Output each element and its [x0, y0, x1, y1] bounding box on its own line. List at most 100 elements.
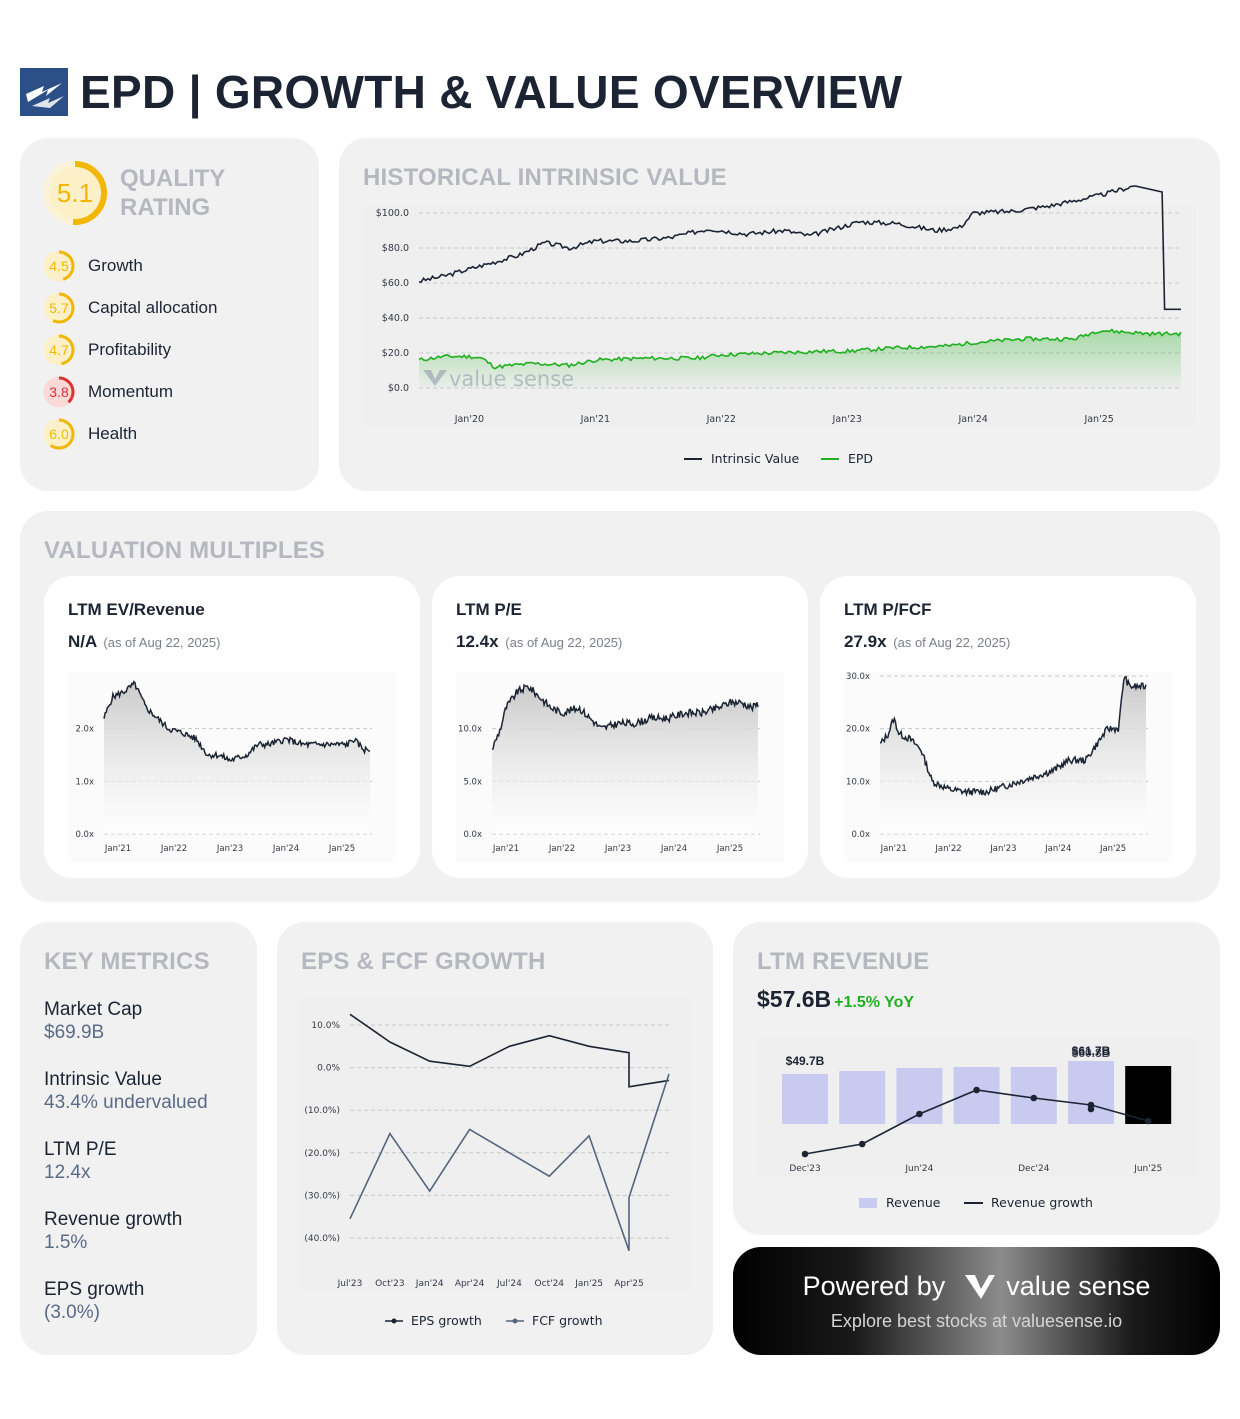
y-tick-label: $60.0	[382, 278, 409, 289]
fcf-growth-line	[349, 1073, 670, 1252]
x-tick-label: Jan'23	[989, 844, 1016, 854]
multiple-name: LTM EV/Revenue	[68, 600, 205, 619]
y-tick-label: 0.0%	[317, 1064, 340, 1074]
eps-fcf-title: EPS & FCF GROWTH	[301, 948, 546, 975]
y-tick-label: (20.0%)	[304, 1149, 340, 1159]
y-tick-label: 10.0x	[458, 725, 482, 735]
revenue-bar	[782, 1074, 828, 1124]
multiple-line	[491, 683, 759, 750]
powered-line: Powered by value sense	[733, 1271, 1220, 1302]
x-tick-label: Jan'25	[328, 844, 355, 854]
x-tick-label: Jan'22	[548, 844, 575, 854]
x-tick-label: Jun'25	[1133, 1164, 1162, 1174]
powered-tagline[interactable]: Explore best stocks at valuesense.io	[830, 1311, 1123, 1331]
y-tick-label: $0.0	[388, 383, 409, 394]
multiple-card-pe: LTM P/E 12.4x (as of Aug 22, 2025) 0.0x 5…	[432, 576, 808, 878]
metric-value: 43.4% undervalued	[44, 1092, 208, 1113]
y-tick-label: $80.0	[382, 243, 409, 254]
p-fcf-chart: 0.0x 10.0x 20.0x 30.0x Jan'21 Jan'22 Jan'23 Jan…	[844, 672, 1172, 862]
historical-intrinsic-value-card: HISTORICAL INTRINSIC VALUE $0.0 $20.0 $40.…	[339, 138, 1220, 491]
quality-title: QUALITY RATING	[120, 164, 225, 222]
multiple-value-row: 27.9x (as of Aug 22, 2025)	[844, 632, 1010, 652]
quality-item-profitability: 4.7 Profitability	[42, 333, 171, 367]
revenue-growth-point	[1030, 1094, 1038, 1102]
revenue-growth-point	[916, 1110, 923, 1118]
x-tick-label: Jan'24	[660, 844, 687, 854]
revenue-bar	[1125, 1066, 1172, 1124]
y-tick-label: $40.0	[382, 313, 409, 324]
metric-label: Market Cap	[44, 999, 143, 1020]
multiple-name: LTM P/E	[456, 600, 522, 619]
metric-ltm-pe: LTM P/E 12.4x	[44, 1138, 117, 1184]
metric-value: $69.9B	[44, 1022, 105, 1043]
quality-item-momentum: 3.8 Momentum	[42, 375, 173, 409]
score-value: 4.7	[49, 342, 69, 358]
x-tick-label: Apr'24	[455, 1279, 485, 1289]
legend-intrinsic-label: Intrinsic Value	[711, 451, 800, 466]
pe-chart: 0.0x 5.0x 10.0x Jan'21 Jan'22 Jan'23 Jan'24 Jan…	[456, 672, 784, 862]
bar-data-label: $49.7B	[786, 1054, 825, 1068]
quality-score: 5.1	[56, 178, 94, 208]
historical-chart: $0.0 $20.0 $40.0 $60.0 $80.0 $100.0 Jan'20 Jan'…	[363, 185, 1196, 466]
revenue-yoy: +1.5% YoY	[834, 994, 915, 1011]
multiple-value: N/A	[68, 632, 97, 651]
y-tick-label: 30.0x	[846, 672, 870, 682]
key-metrics-card: KEY METRICS Market Cap $69.9B Intrinsic …	[20, 922, 257, 1355]
ltm-revenue-card: LTM REVENUE $57.6B +1.5% YoY $49.7B $61.7B…	[733, 922, 1220, 1235]
revenue-title: LTM REVENUE	[757, 948, 930, 975]
y-tick-label: 1.0x	[75, 777, 94, 787]
powered-prefix: Powered by	[802, 1271, 946, 1301]
revenue-value: $57.6B	[757, 986, 832, 1012]
x-tick-label: Oct'24	[535, 1279, 565, 1289]
quality-score-ring	[43, 161, 107, 225]
legend-fcf-marker	[512, 1318, 518, 1324]
y-tick-label: (30.0%)	[304, 1191, 340, 1201]
revenue-growth-point	[1144, 1117, 1152, 1125]
quality-title-line1: QUALITY	[120, 165, 226, 192]
x-tick-label: Jan'25	[574, 1279, 603, 1289]
value-sense-watermark: value sense	[423, 367, 574, 391]
revenue-growth-point	[973, 1086, 980, 1094]
score-label: Momentum	[88, 382, 174, 401]
metric-label: Revenue growth	[44, 1209, 183, 1230]
revenue-bar	[953, 1067, 1000, 1124]
y-tick-label: 10.0x	[846, 777, 870, 787]
legend-growth-label: Revenue growth	[991, 1195, 1093, 1210]
powered-by-banner[interactable]: Powered by value sense Explore best stoc…	[733, 1247, 1220, 1355]
y-tick-label: 0.0x	[463, 830, 482, 840]
score-label: Health	[88, 424, 138, 443]
y-tick-label: $100.0	[376, 208, 409, 219]
x-tick-label: Jan'25	[716, 844, 743, 854]
multiple-value-row: N/A (as of Aug 22, 2025)	[68, 632, 220, 652]
revenue-growth-point	[858, 1140, 866, 1148]
multiple-asof: (as of Aug 22, 2025)	[893, 635, 1011, 650]
x-tick-label: Jan'21	[492, 844, 519, 854]
legend-eps-label: EPS growth	[411, 1313, 482, 1328]
multiple-value-row: 12.4x (as of Aug 22, 2025)	[456, 632, 622, 652]
legend-fcf-label: FCF growth	[532, 1313, 603, 1328]
metric-value: 12.4x	[44, 1162, 91, 1183]
multiple-asof: (as of Aug 22, 2025)	[103, 635, 221, 650]
revenue-growth-point	[1087, 1105, 1095, 1113]
score-value: 4.5	[49, 258, 69, 274]
metric-revenue-growth: Revenue growth 1.5%	[44, 1208, 182, 1254]
metric-label: LTM P/E	[44, 1139, 117, 1160]
valuation-title: VALUATION MULTIPLES	[44, 537, 326, 564]
y-tick-label: 5.0x	[463, 777, 482, 787]
y-tick-label: 10.0%	[311, 1021, 340, 1031]
revenue-bar	[1068, 1061, 1114, 1124]
legend-revenue-label: Revenue	[886, 1195, 941, 1210]
y-tick-label: 2.0x	[75, 725, 94, 735]
x-tick-label: Apr'25	[614, 1279, 644, 1289]
legend-revenue-swatch	[859, 1198, 877, 1208]
score-ring-icon: 5.7	[42, 291, 76, 325]
x-tick-label: Jan'24	[415, 1279, 444, 1289]
metric-intrinsic-value: Intrinsic Value 43.4% undervalued	[44, 1068, 208, 1114]
x-tick-label: Jan'23	[216, 844, 243, 854]
metric-eps-growth: EPS growth (3.0%)	[44, 1278, 144, 1324]
page-header: EPD | GROWTH & VALUE OVERVIEW	[20, 66, 902, 118]
x-tick-label: Jan'22	[934, 844, 961, 854]
x-tick-label: Jul'23	[337, 1279, 363, 1289]
value-sense-logo-icon	[964, 1275, 995, 1299]
x-tick-label: Dec'24	[1018, 1164, 1050, 1174]
